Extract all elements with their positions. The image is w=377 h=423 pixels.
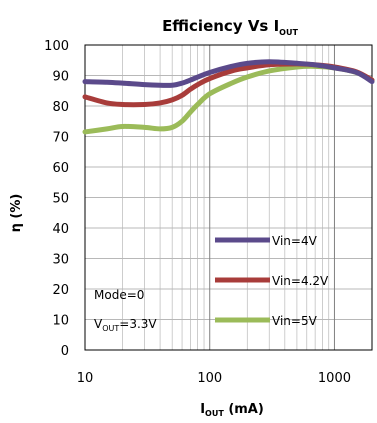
x-tick-label-1: 100 (197, 371, 222, 386)
y-tick-label-7: 70 (52, 131, 69, 146)
x-axis-label-subscript: OUT (205, 409, 224, 418)
annotation-vout-main: V (94, 317, 103, 331)
chart-title-subscript: OUT (279, 28, 298, 37)
y-tick-label-9: 90 (52, 70, 69, 85)
y-tick-label-0: 0 (61, 344, 69, 359)
y-tick-label-5: 50 (52, 192, 69, 207)
x-axis: 10 100 1000 (77, 371, 351, 386)
y-tick-label-6: 60 (52, 161, 69, 176)
y-tick-label-10: 100 (44, 39, 69, 54)
chart-title: Efficiency Vs IOUT (162, 17, 298, 37)
chart-title-main: Efficiency Vs I (162, 17, 279, 35)
y-tick-label-3: 30 (52, 253, 69, 268)
annotation-vout-subscript: OUT (102, 324, 119, 333)
y-tick-label-1: 10 (52, 314, 69, 329)
annotation-vout-suffix: =3.3V (119, 317, 157, 331)
y-axis-label: η (%) (9, 194, 24, 233)
annotation-mode: Mode=0 (94, 288, 144, 302)
annotation-vout: VOUT=3.3V (94, 317, 157, 333)
series-line-0 (82, 59, 375, 88)
plot-area-border (84, 44, 373, 351)
x-tick-label-0: 10 (77, 371, 94, 386)
y-tick-label-4: 40 (52, 222, 69, 237)
legend: Vin=4V Vin=4.2V Vin=5V (215, 234, 329, 328)
x-axis-label-main: I (200, 402, 205, 417)
y-tick-label-8: 80 (52, 100, 69, 115)
series-group (82, 59, 375, 135)
legend-label-1: Vin=4.2V (272, 274, 329, 288)
y-axis: 0 10 20 30 40 50 60 70 80 90 100 (44, 39, 69, 359)
legend-label-2: Vin=5V (272, 314, 318, 328)
x-axis-label-unit: (mA) (224, 402, 264, 417)
x-tick-label-2: 1000 (318, 371, 351, 386)
legend-label-0: Vin=4V (272, 234, 318, 248)
x-axis-label: IOUT (mA) (200, 402, 264, 418)
y-tick-label-2: 20 (52, 283, 69, 298)
